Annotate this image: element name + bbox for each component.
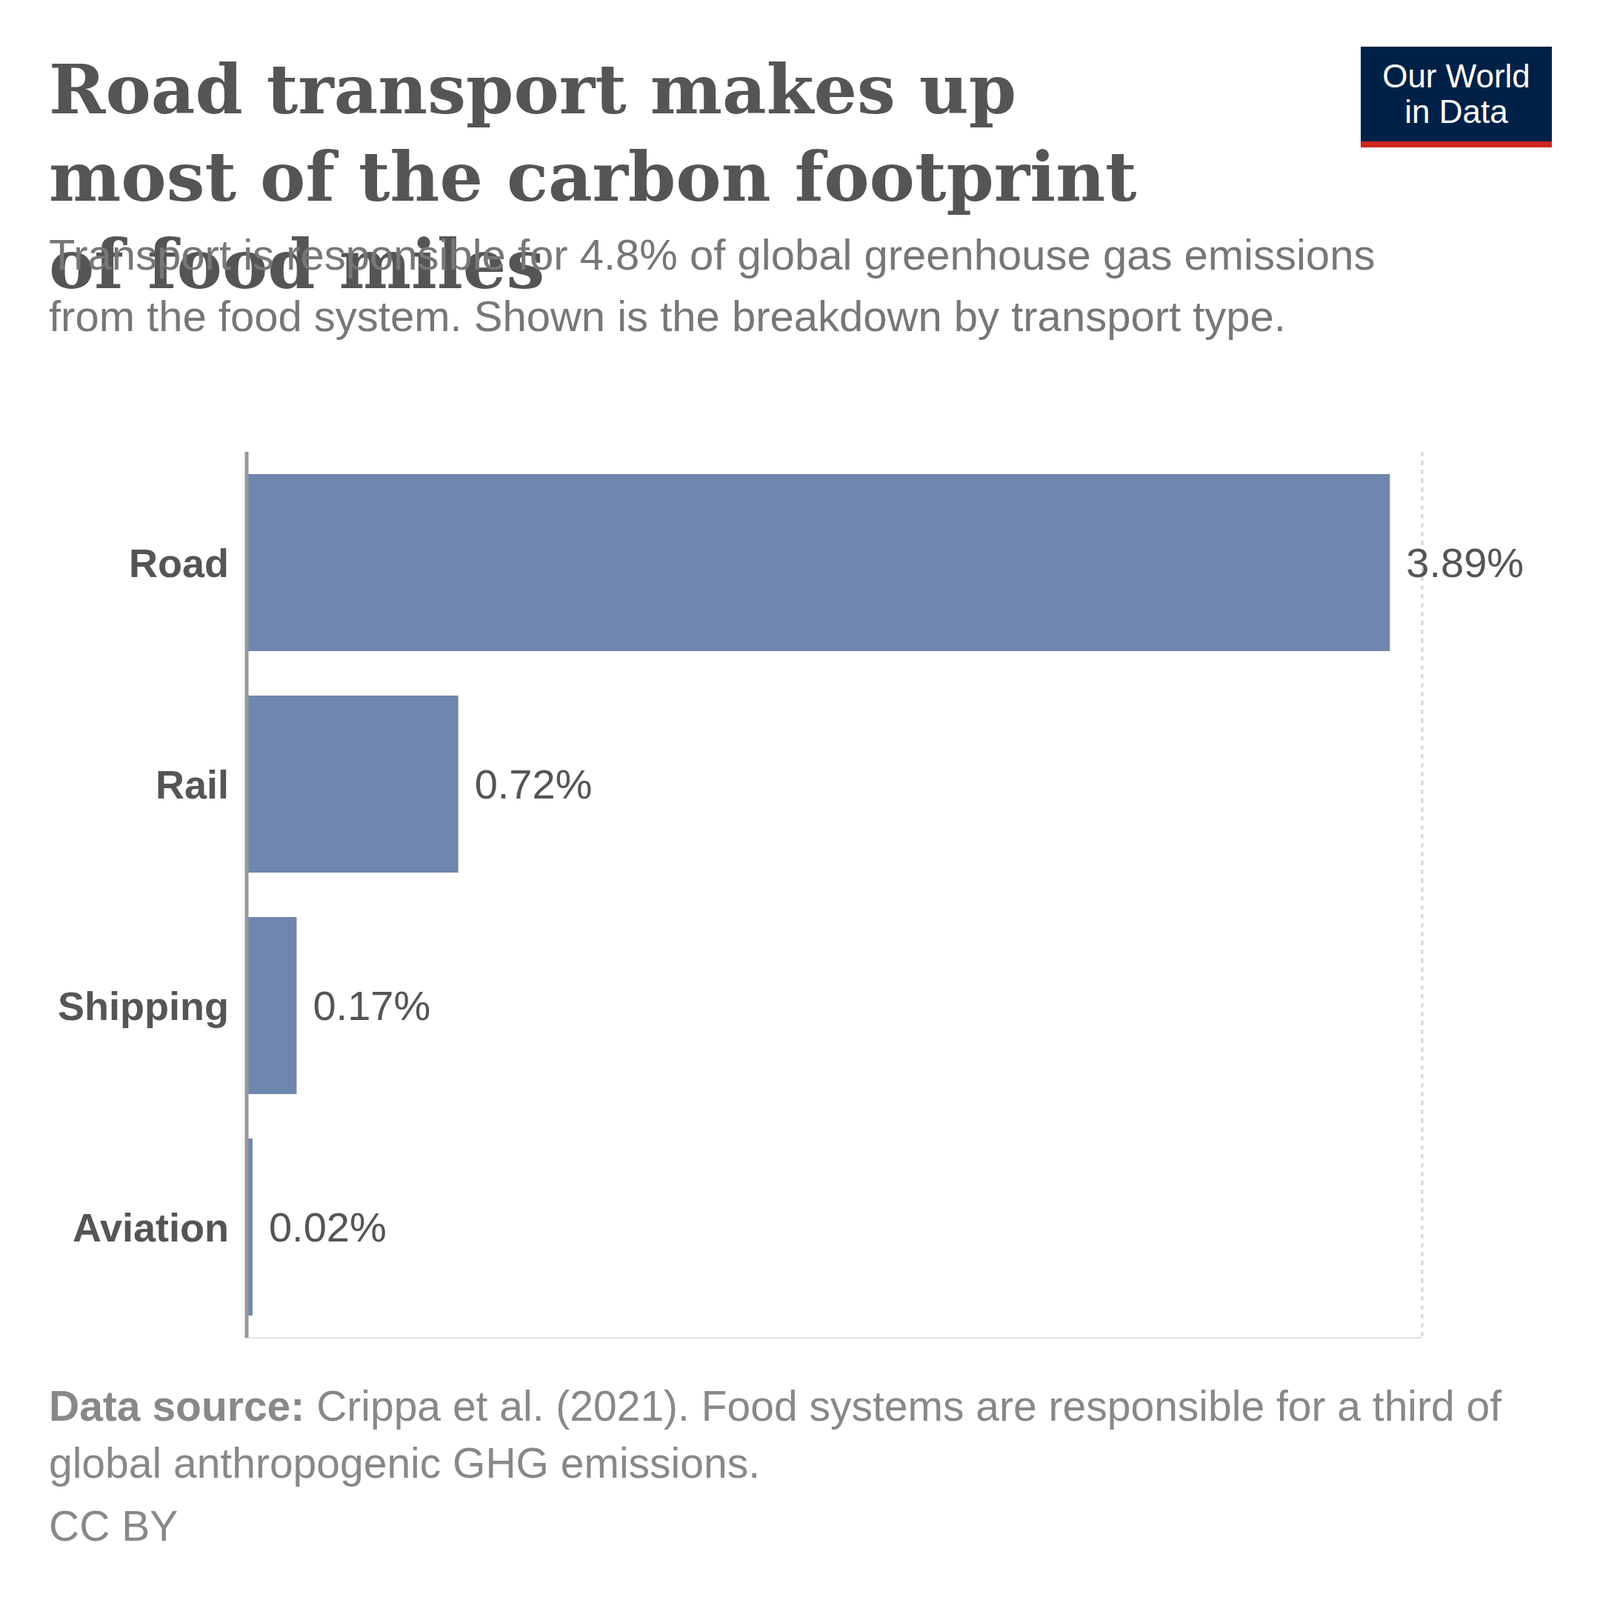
svg-text:0.72%: 0.72%	[474, 760, 593, 808]
html-text:Data source: Crippa et al. (20: Data source: Crippa et al. (2021). Food …	[48, 1382, 1502, 1487]
html-text:CC BY: CC BY	[48, 1502, 178, 1550]
svg-text:Aviation: Aviation	[72, 1205, 229, 1250]
html-text:Road transport makes up most o: Road transport makes up most of the carb…	[48, 49, 1137, 305]
svg-text:3.89%: 3.89%	[1405, 539, 1524, 586]
svg-text:0.02%: 0.02%	[268, 1203, 387, 1251]
svg-text:Rail: Rail	[155, 762, 229, 807]
html-text:Transport is responsible for 4: Transport is responsible for 4.8% of glo…	[48, 230, 1376, 340]
svg-text:Shipping: Shipping	[57, 983, 229, 1029]
html-text:in Data: in Data	[1404, 93, 1508, 130]
svg-text:0.17%: 0.17%	[312, 982, 431, 1029]
svg-text:Road: Road	[128, 540, 229, 586]
html-text:Our World: Our World	[1382, 57, 1531, 95]
